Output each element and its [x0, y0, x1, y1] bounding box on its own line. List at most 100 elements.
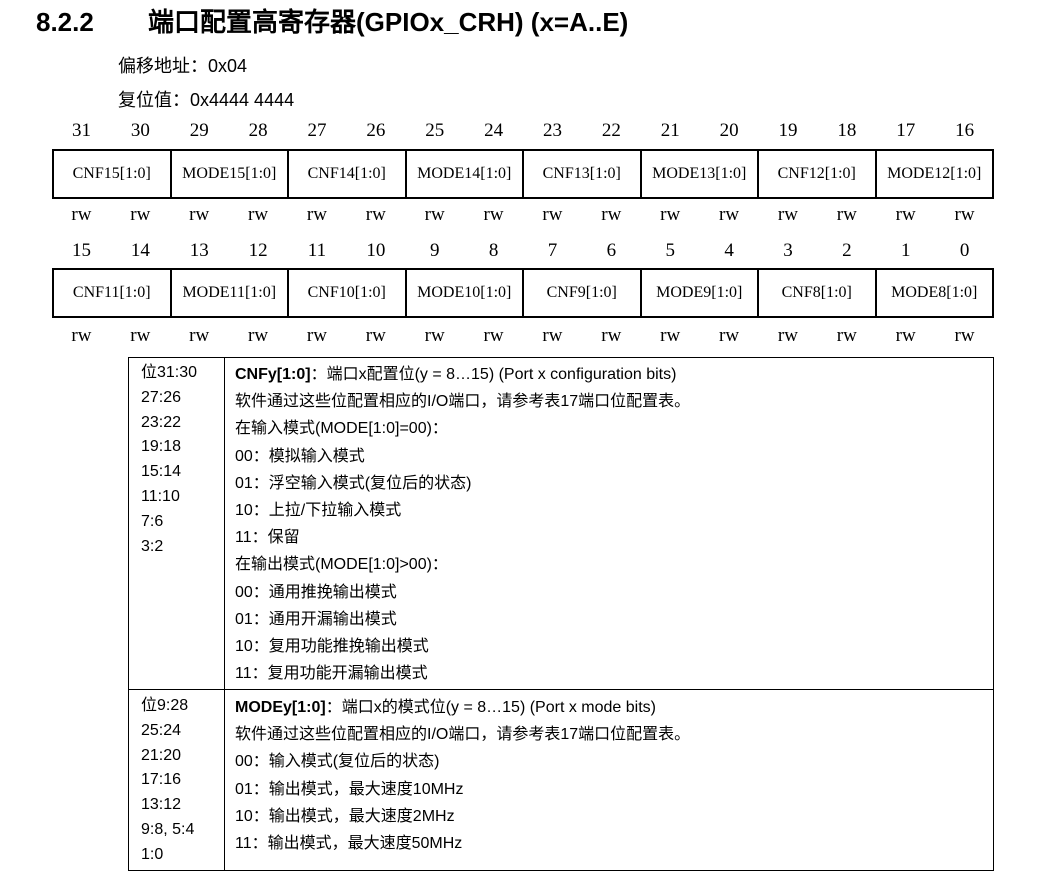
access-row-low: rw rw rw rw rw rw rw rw rw rw rw rw rw rw rw rw [52, 325, 994, 347]
register-field: CNF12[1:0] [757, 151, 875, 197]
access-type: rw [306, 204, 327, 225]
access-type: rw [130, 204, 151, 225]
access-type: rw [248, 204, 269, 225]
bit-range: 25:24 [141, 721, 182, 739]
access-type: rw [189, 204, 210, 225]
bit-number: 1 [900, 240, 911, 261]
register-field: CNF15[1:0] [72, 165, 151, 182]
bit-range: 1:0 [141, 845, 164, 863]
register-field: CNF13[1:0] [522, 151, 640, 197]
description-line: 软件通过这些位配置相应的I/O端口，请参考表17端口位配置表。 [235, 393, 691, 411]
description-line: 01：通用开漏输出模式 [235, 610, 397, 628]
access-type: rw [483, 325, 504, 346]
bit-number: 19 [778, 120, 798, 141]
section-number: 8.2.2 [36, 7, 94, 37]
bit-range: 19:18 [141, 438, 182, 456]
register-field: MODE9[1:0] [639, 270, 758, 316]
bit-range: 位31:30 [141, 364, 198, 381]
bit-numbers-high: 31 30 29 28 27 26 25 24 23 22 21 20 19 18 17 16 [52, 120, 994, 142]
bit-number: 17 [896, 120, 916, 141]
register-field: MODE14[1:0] [404, 151, 523, 197]
description-line: 11：输出模式，最大速度50MHz [235, 835, 463, 853]
bit-number: 6 [606, 240, 617, 261]
bit-range: 17:16 [141, 771, 182, 789]
bit-number: 16 [955, 120, 975, 141]
description-line: 00：输入模式(复位后的状态) [235, 753, 440, 771]
cnf-description-row: 位31:30 27:26 23:22 19:18 15:14 11:10 7:6 3:2 CNF… [129, 357, 993, 689]
register-field: CNF14[1:0] [287, 151, 405, 197]
field-header: MODEy[1:0]：端口x的模式位(y = 8…15) (Port x mod… [235, 694, 690, 721]
bit-number: 9 [429, 240, 440, 261]
access-type: rw [306, 325, 327, 346]
section-title: 8.2.2 端口配置高寄存器(GPIOx_CRH) (x=A..E) [36, 2, 628, 39]
bit-number: 5 [665, 240, 675, 261]
access-type: rw [719, 204, 740, 225]
access-row-high: rw rw rw rw rw rw rw rw rw rw rw rw rw rw rw rw [52, 204, 994, 226]
bit-range: 7:6 [141, 512, 164, 530]
register-field: CNF10[1:0] [287, 270, 405, 316]
bit-range: 27:26 [141, 388, 182, 406]
bit-numbers-low: 15 14 13 12 11 10 9 8 7 6 5 4 3 2 1 0 [52, 240, 994, 262]
bit-number: 27 [307, 120, 327, 141]
access-type: rw [365, 204, 386, 225]
access-type: rw [248, 325, 269, 346]
description-line: 11：保留 [235, 529, 300, 547]
field-summary: ：端口x配置位(y = 8…15) (Port x configuration … [310, 366, 677, 383]
bit-number: 22 [601, 120, 621, 141]
bit-number: 21 [660, 120, 680, 141]
register-row-low: CNF11[1:0] MODE11[1:0] CNF10[1:0] MODE10[1:… [52, 268, 994, 318]
access-type: rw [542, 325, 563, 346]
register-field: MODE10[1:0] [404, 270, 523, 316]
mode-description-row: 位9:28 25:24 21:20 17:16 13:12 9:8, 5:4 1:0 MODE… [129, 689, 993, 871]
access-type: rw [954, 204, 975, 225]
access-type: rw [130, 325, 151, 346]
access-type: rw [719, 325, 740, 346]
description-line: 10：上拉/下拉输入模式 [235, 502, 402, 520]
bit-number: 15 [71, 240, 91, 261]
access-type: rw [424, 204, 445, 225]
bit-number: 18 [837, 120, 857, 141]
access-type: rw [189, 325, 210, 346]
bit-range-cell: 位31:30 27:26 23:22 19:18 15:14 11:10 7:6 3:2 [129, 357, 225, 689]
register-field: MODE8[1:0] [874, 270, 993, 316]
access-type: rw [895, 204, 916, 225]
access-type: rw [365, 325, 386, 346]
bit-number: 8 [488, 240, 499, 261]
access-type: rw [777, 204, 798, 225]
access-type: rw [601, 325, 622, 346]
bit-range: 15:14 [141, 463, 182, 481]
access-type: rw [542, 204, 563, 225]
field-header: CNFy[1:0]：端口x配置位(y = 8…15) (Port x confi… [235, 361, 690, 388]
bit-number: 29 [189, 120, 209, 141]
register-row-high: CNF15[1:0] MODE15[1:0] CNF14[1:0] MODE14[1:… [52, 149, 994, 199]
bit-number: 25 [425, 120, 445, 141]
bit-number: 11 [307, 240, 327, 261]
bit-range: 11:10 [141, 487, 180, 505]
bit-range: 位9:28 [141, 697, 189, 714]
bit-number: 31 [71, 120, 91, 141]
bit-number: 13 [189, 240, 209, 261]
bit-number: 26 [366, 120, 386, 141]
field-description: CNFy[1:0]：端口x配置位(y = 8…15) (Port x confi… [225, 357, 690, 689]
register-field: MODE15[1:0] [169, 151, 288, 197]
reset-value: 复位值：0x4444 4444 [118, 90, 295, 110]
access-type: rw [660, 325, 681, 346]
access-type: rw [71, 204, 92, 225]
bit-range: 13:12 [141, 796, 182, 814]
register-field: MODE11[1:0] [169, 270, 288, 316]
bit-number: 12 [248, 240, 268, 261]
access-type: rw [895, 325, 916, 346]
access-type: rw [836, 325, 857, 346]
bit-number: 7 [547, 240, 558, 261]
access-type: rw [424, 325, 445, 346]
bit-number: 30 [130, 120, 150, 141]
description-line: 软件通过这些位配置相应的I/O端口，请参考表17端口位配置表。 [235, 726, 691, 744]
bit-range: 21:20 [141, 746, 182, 764]
access-type: rw [71, 325, 92, 346]
description-line: 在输出模式(MODE[1:0]>00)： [235, 556, 448, 574]
bit-range: 3:2 [141, 537, 164, 555]
bit-number: 0 [959, 240, 970, 261]
bit-description-table: 位31:30 27:26 23:22 19:18 15:14 11:10 7:6 3:2 CNF… [128, 357, 994, 871]
bit-number: 24 [484, 120, 504, 141]
access-type: rw [777, 325, 798, 346]
